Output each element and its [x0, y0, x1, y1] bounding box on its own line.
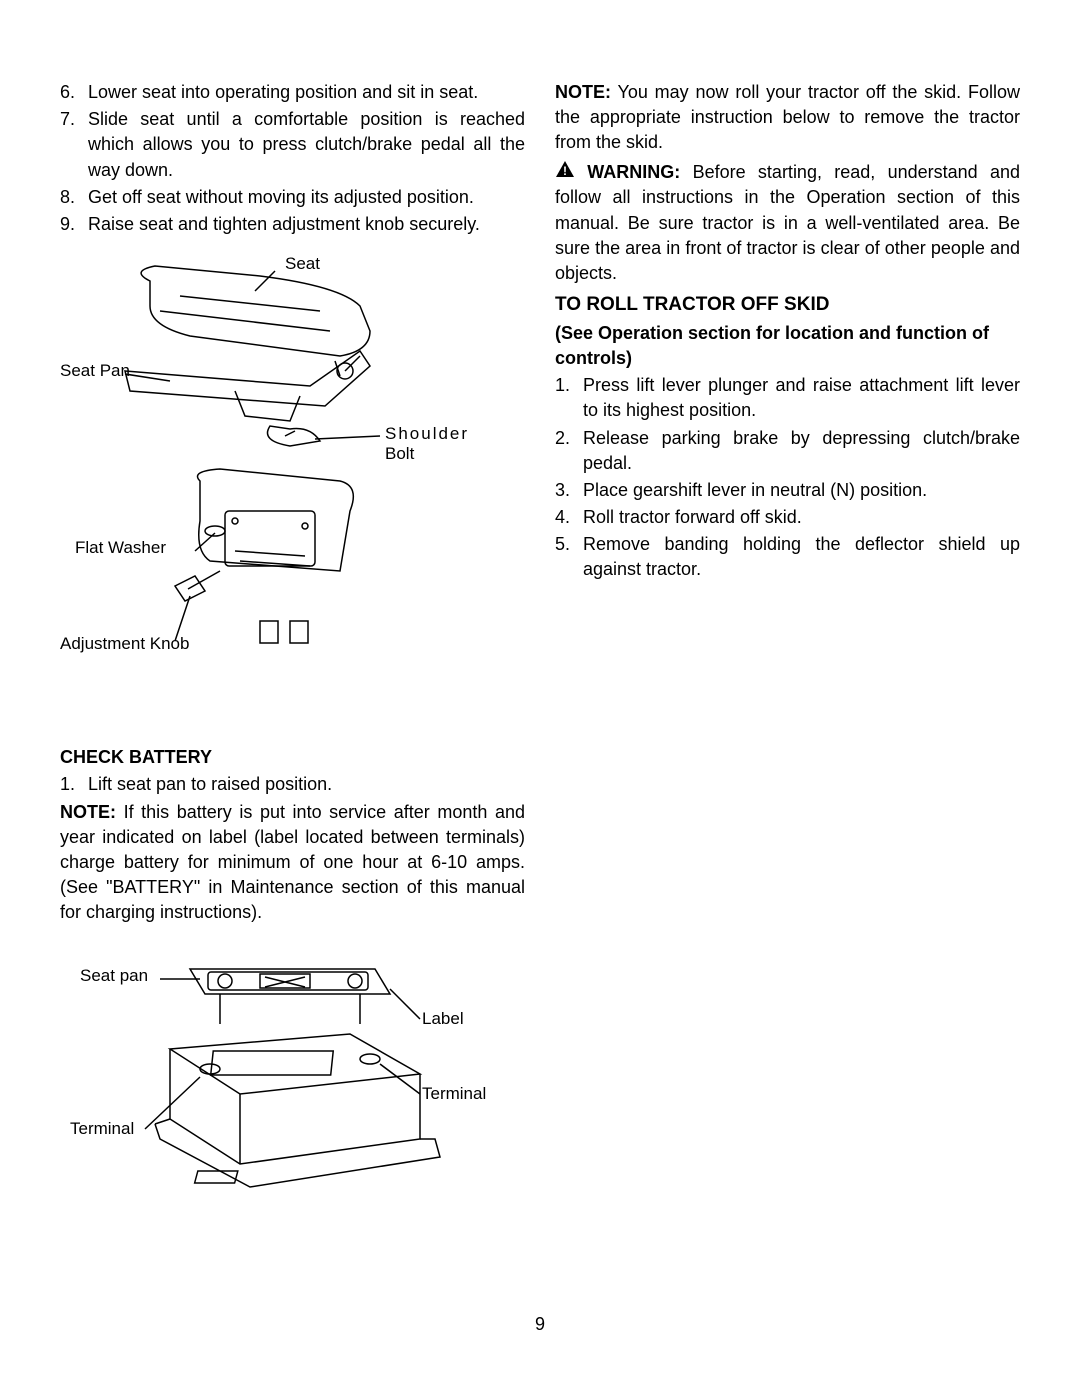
- note-label: NOTE:: [555, 82, 611, 102]
- list-item: 9. Raise seat and tighten adjustment kno…: [60, 212, 525, 237]
- seat-diagram: Seat Seat Pan Shoulder Bolt Flat Washer …: [60, 251, 525, 671]
- step-text: Slide seat until a comfortable position …: [88, 107, 525, 183]
- step-text: Roll tractor forward off skid.: [583, 505, 1020, 530]
- roll-tractor-heading: TO ROLL TRACTOR OFF SKID: [555, 292, 1020, 319]
- step-text: Lower seat into operating position and s…: [88, 80, 525, 105]
- list-item: 8. Get off seat without moving its adjus…: [60, 185, 525, 210]
- step-text: Raise seat and tighten adjustment knob s…: [88, 212, 525, 237]
- list-item: 6. Lower seat into operating position an…: [60, 80, 525, 105]
- skid-note: NOTE: You may now roll your tractor off …: [555, 80, 1020, 156]
- two-column-layout: 6. Lower seat into operating position an…: [60, 80, 1020, 1213]
- seat-steps-list: 6. Lower seat into operating position an…: [60, 80, 525, 237]
- note-text: If this battery is put into service afte…: [60, 802, 525, 923]
- label-bolt: Bolt: [385, 444, 415, 463]
- step-text: Place gearshift lever in neutral (N) pos…: [583, 478, 1020, 503]
- svg-text:!: !: [563, 164, 567, 178]
- list-item: 2. Release parking brake by depressing c…: [555, 426, 1020, 476]
- step-number: 5.: [555, 532, 583, 582]
- list-item: 5. Remove banding holding the deflector …: [555, 532, 1020, 582]
- battery-note: NOTE: If this battery is put into servic…: [60, 800, 525, 926]
- step-text: Lift seat pan to raised position.: [88, 772, 525, 797]
- page-number: 9: [0, 1314, 1080, 1335]
- step-number: 2.: [555, 426, 583, 476]
- note-text: You may now roll your tractor off the sk…: [555, 82, 1020, 152]
- step-text: Release parking brake by depressing clut…: [583, 426, 1020, 476]
- label-label: Label: [422, 1009, 464, 1028]
- label-seat-pan: Seat Pan: [60, 361, 130, 380]
- check-battery-heading: CHECK BATTERY: [60, 745, 525, 770]
- label-terminal-left: Terminal: [70, 1119, 134, 1138]
- step-number: 6.: [60, 80, 88, 105]
- step-number: 8.: [60, 185, 88, 210]
- step-number: 7.: [60, 107, 88, 183]
- warning-icon: !: [555, 160, 575, 185]
- warning-para: ! WARNING: Before starting, read, unders…: [555, 160, 1020, 287]
- label-seat-pan-2: Seat pan: [80, 966, 148, 985]
- step-number: 9.: [60, 212, 88, 237]
- step-text: Get off seat without moving its adjusted…: [88, 185, 525, 210]
- label-terminal-right: Terminal: [422, 1084, 486, 1103]
- left-column: 6. Lower seat into operating position an…: [60, 80, 525, 1213]
- battery-diagram-svg: Seat pan Label Terminal Terminal: [60, 939, 500, 1199]
- list-item: 7. Slide seat until a comfortable positi…: [60, 107, 525, 183]
- list-item: 1. Press lift lever plunger and raise at…: [555, 373, 1020, 423]
- list-item: 3. Place gearshift lever in neutral (N) …: [555, 478, 1020, 503]
- right-column: NOTE: You may now roll your tractor off …: [555, 80, 1020, 1213]
- label-seat: Seat: [285, 254, 320, 273]
- note-label: NOTE:: [60, 802, 116, 822]
- roll-tractor-subheading: (See Operation section for location and …: [555, 321, 1020, 371]
- step-number: 1.: [555, 373, 583, 423]
- step-number: 4.: [555, 505, 583, 530]
- label-adj-knob: Adjustment Knob: [60, 634, 189, 653]
- label-shoulder: Shoulder: [385, 424, 469, 443]
- step-number: 3.: [555, 478, 583, 503]
- label-flat-washer: Flat Washer: [75, 538, 166, 557]
- warning-label: WARNING:: [575, 162, 680, 182]
- step-text: Press lift lever plunger and raise attac…: [583, 373, 1020, 423]
- seat-diagram-svg: Seat Seat Pan Shoulder Bolt Flat Washer …: [60, 251, 500, 671]
- step-number: 1.: [60, 772, 88, 797]
- battery-diagram: Seat pan Label Terminal Terminal: [60, 939, 525, 1199]
- roll-steps-list: 1. Press lift lever plunger and raise at…: [555, 373, 1020, 583]
- list-item: 1. Lift seat pan to raised position.: [60, 772, 525, 797]
- list-item: 4. Roll tractor forward off skid.: [555, 505, 1020, 530]
- step-text: Remove banding holding the deflector shi…: [583, 532, 1020, 582]
